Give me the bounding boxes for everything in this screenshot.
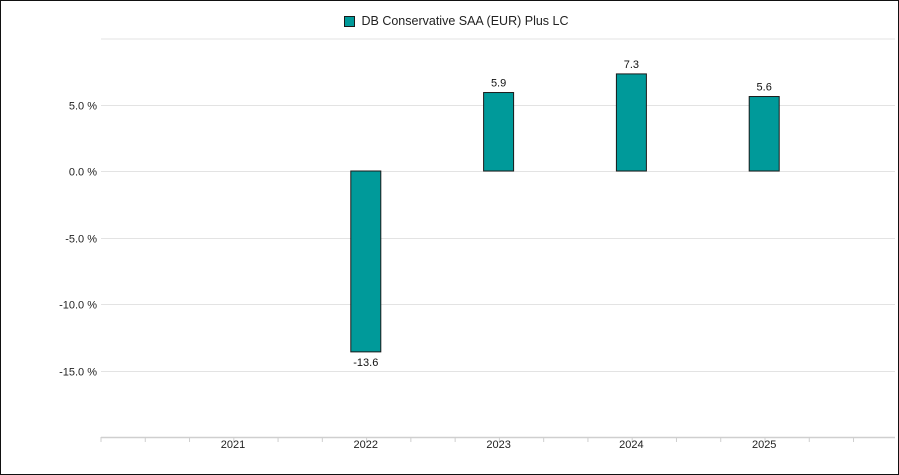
data-label: -13.6	[353, 357, 378, 369]
bar-2024	[615, 73, 647, 172]
legend: DB Conservative SAA (EUR) Plus LC	[0, 14, 899, 30]
data-label: 5.9	[491, 78, 506, 90]
x-tick-label: 2022	[354, 439, 378, 451]
legend-swatch	[344, 15, 356, 27]
y-tick-label: -10.0 %	[59, 300, 97, 312]
y-axis-tick-labels: 5.0 % 0.0 % -5.0 % -10.0 % -15.0 %	[59, 101, 97, 379]
bars	[350, 73, 780, 353]
data-label: 7.3	[624, 59, 639, 71]
y-tick-label: -5.0 %	[65, 234, 97, 246]
bar-2023	[483, 92, 515, 172]
y-tick-label: 5.0 %	[69, 101, 97, 113]
x-axis: 2021 2022 2023 2024 2025	[100, 436, 895, 451]
y-tick-label: -15.0 %	[59, 367, 97, 379]
x-tick-label: 2024	[619, 439, 643, 451]
bar-2025	[748, 96, 780, 172]
data-labels: -13.6 5.9 7.3 5.6	[353, 59, 772, 369]
legend-item: DB Conservative SAA (EUR) Plus LC	[344, 14, 569, 28]
x-tick-label: 2025	[752, 439, 776, 451]
y-tick-label: 0.0 %	[69, 167, 97, 179]
bar-2022	[350, 170, 382, 353]
legend-label: DB Conservative SAA (EUR) Plus LC	[361, 14, 569, 28]
x-tick-label: 2021	[221, 439, 245, 451]
data-label: 5.6	[757, 82, 772, 94]
x-tick-label: 2023	[486, 439, 510, 451]
